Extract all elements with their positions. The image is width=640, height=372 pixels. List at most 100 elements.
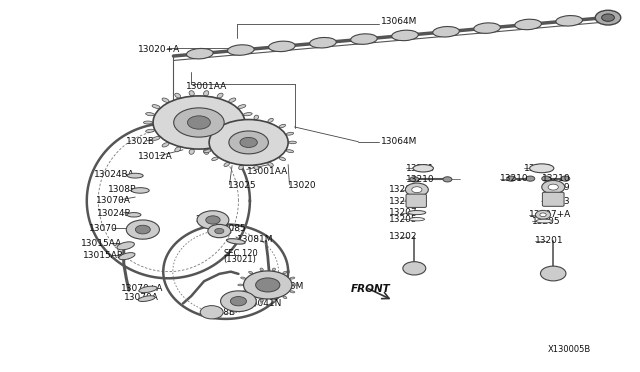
Ellipse shape bbox=[146, 113, 154, 116]
Ellipse shape bbox=[175, 93, 180, 98]
Circle shape bbox=[230, 296, 246, 306]
Ellipse shape bbox=[229, 142, 236, 147]
Ellipse shape bbox=[139, 286, 157, 293]
Ellipse shape bbox=[238, 105, 246, 108]
Circle shape bbox=[229, 131, 268, 154]
Ellipse shape bbox=[201, 141, 209, 144]
Text: 13205: 13205 bbox=[532, 217, 560, 225]
Text: 13025: 13025 bbox=[228, 182, 256, 190]
Circle shape bbox=[536, 211, 550, 219]
Ellipse shape bbox=[175, 147, 180, 152]
Text: 13210: 13210 bbox=[406, 175, 435, 184]
Text: 13203: 13203 bbox=[541, 197, 570, 206]
Text: 13081M: 13081M bbox=[237, 235, 274, 244]
Circle shape bbox=[255, 278, 280, 292]
Text: 1302B: 1302B bbox=[125, 137, 155, 146]
Ellipse shape bbox=[189, 91, 195, 96]
Text: 23753: 23753 bbox=[196, 215, 225, 224]
Ellipse shape bbox=[413, 164, 433, 172]
Ellipse shape bbox=[131, 187, 149, 193]
Text: 13205: 13205 bbox=[389, 215, 417, 224]
Text: 13020: 13020 bbox=[288, 182, 317, 190]
Text: 1308B: 1308B bbox=[108, 185, 138, 194]
Text: 13070+A: 13070+A bbox=[121, 284, 164, 293]
Circle shape bbox=[126, 220, 159, 239]
Ellipse shape bbox=[217, 93, 223, 98]
Ellipse shape bbox=[249, 271, 253, 274]
Circle shape bbox=[206, 216, 220, 224]
Circle shape bbox=[240, 137, 257, 147]
Text: 13024B: 13024B bbox=[97, 209, 132, 218]
Circle shape bbox=[602, 14, 614, 21]
Circle shape bbox=[507, 176, 516, 181]
Ellipse shape bbox=[269, 41, 295, 52]
Text: 13070: 13070 bbox=[90, 224, 118, 233]
Text: 13070A: 13070A bbox=[124, 293, 159, 302]
Ellipse shape bbox=[241, 291, 246, 293]
Ellipse shape bbox=[292, 284, 298, 286]
Ellipse shape bbox=[286, 132, 294, 135]
Circle shape bbox=[221, 291, 256, 311]
Ellipse shape bbox=[212, 124, 218, 128]
Ellipse shape bbox=[217, 147, 223, 152]
Text: SEC.120: SEC.120 bbox=[223, 249, 258, 258]
Ellipse shape bbox=[279, 157, 285, 161]
Ellipse shape bbox=[530, 164, 554, 173]
Text: 15043M: 15043M bbox=[268, 282, 304, 291]
Ellipse shape bbox=[204, 132, 211, 135]
Ellipse shape bbox=[254, 165, 259, 170]
Circle shape bbox=[200, 306, 223, 319]
Ellipse shape bbox=[227, 239, 245, 244]
Ellipse shape bbox=[351, 34, 377, 44]
Ellipse shape bbox=[433, 26, 460, 37]
Text: (13021): (13021) bbox=[223, 255, 256, 264]
Ellipse shape bbox=[189, 149, 195, 154]
Ellipse shape bbox=[556, 16, 582, 26]
Circle shape bbox=[595, 10, 621, 25]
Ellipse shape bbox=[186, 48, 213, 59]
Text: 13210: 13210 bbox=[500, 174, 529, 183]
Circle shape bbox=[548, 184, 558, 190]
Text: 13231: 13231 bbox=[524, 164, 552, 173]
Circle shape bbox=[153, 96, 245, 149]
Ellipse shape bbox=[272, 268, 275, 271]
Circle shape bbox=[541, 180, 564, 194]
Ellipse shape bbox=[392, 30, 419, 41]
Ellipse shape bbox=[279, 124, 285, 128]
Ellipse shape bbox=[474, 23, 500, 33]
Ellipse shape bbox=[204, 91, 209, 96]
Ellipse shape bbox=[238, 284, 243, 286]
Ellipse shape bbox=[289, 141, 296, 144]
Circle shape bbox=[188, 116, 211, 129]
Circle shape bbox=[244, 271, 292, 299]
Ellipse shape bbox=[249, 296, 253, 299]
Ellipse shape bbox=[260, 268, 263, 271]
Ellipse shape bbox=[146, 129, 154, 132]
Circle shape bbox=[443, 177, 452, 182]
Circle shape bbox=[541, 176, 550, 181]
Ellipse shape bbox=[272, 299, 275, 302]
Ellipse shape bbox=[212, 157, 218, 161]
Text: 13207+A: 13207+A bbox=[529, 210, 572, 219]
Text: 13201: 13201 bbox=[536, 236, 564, 245]
Ellipse shape bbox=[243, 113, 252, 116]
Circle shape bbox=[209, 119, 288, 165]
Circle shape bbox=[540, 266, 566, 281]
Circle shape bbox=[405, 183, 428, 196]
Text: 13064M: 13064M bbox=[381, 137, 417, 146]
Text: 13001AA: 13001AA bbox=[246, 167, 288, 176]
Ellipse shape bbox=[239, 115, 243, 119]
Text: 13025N: 13025N bbox=[177, 100, 212, 109]
FancyBboxPatch shape bbox=[406, 194, 426, 208]
Text: 13001AA: 13001AA bbox=[186, 82, 227, 91]
Ellipse shape bbox=[243, 129, 252, 132]
Ellipse shape bbox=[229, 98, 236, 102]
Ellipse shape bbox=[254, 115, 259, 119]
Ellipse shape bbox=[290, 277, 295, 279]
Ellipse shape bbox=[241, 277, 246, 279]
Text: 13085: 13085 bbox=[218, 224, 247, 233]
Circle shape bbox=[540, 213, 546, 217]
Ellipse shape bbox=[152, 105, 160, 108]
Text: 13231: 13231 bbox=[406, 164, 435, 173]
Ellipse shape bbox=[286, 150, 294, 153]
